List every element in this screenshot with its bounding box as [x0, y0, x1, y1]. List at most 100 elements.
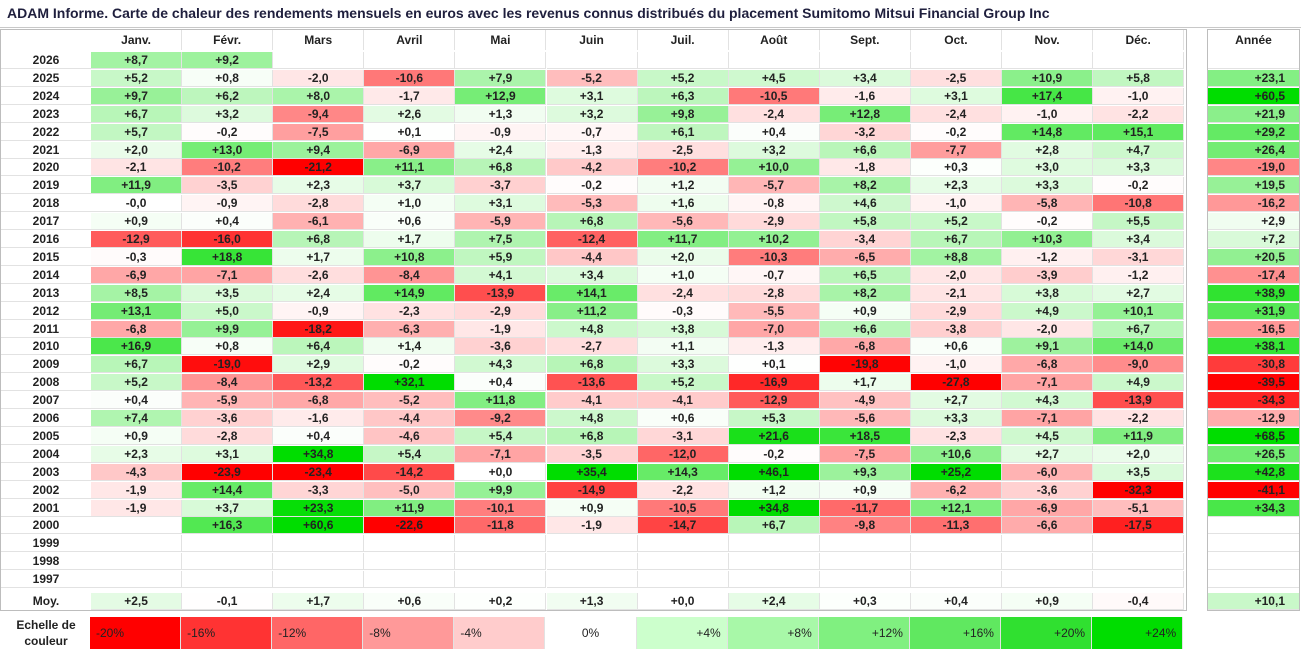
- heat-cell: +0,1: [364, 123, 456, 141]
- heat-cell: -10,6: [364, 69, 456, 87]
- heat-cell: -6,8: [273, 392, 365, 410]
- year-label: 2005: [1, 428, 91, 445]
- heat-cell: +0,8: [182, 69, 274, 87]
- heat-cell: -7,1: [1002, 410, 1094, 427]
- heat-cell: +2,3: [273, 177, 365, 195]
- heat-cell: -6,6: [1002, 517, 1094, 535]
- heat-cell: +3,3: [910, 410, 1002, 427]
- heat-cell: [910, 571, 1002, 589]
- year-label: 2009: [1, 356, 91, 374]
- heat-cell: +6,1: [637, 123, 729, 141]
- heat-cell: +4,8: [546, 320, 638, 338]
- heat-cell: +2,7: [910, 392, 1002, 410]
- year-label: 2026: [1, 52, 91, 69]
- heat-cell: +5,7: [91, 123, 183, 141]
- heat-cell: [546, 52, 638, 69]
- heat-cell: +0,4: [728, 123, 820, 141]
- heat-cell: -4,6: [364, 427, 456, 445]
- heat-cell: -0,2: [364, 356, 456, 374]
- heat-cell: +11,9: [1093, 427, 1185, 445]
- heat-cell: -2,3: [364, 302, 456, 320]
- annual-average-cell: +10,1: [1208, 593, 1299, 610]
- heat-cell: -22,6: [364, 517, 456, 535]
- heat-cell: [728, 52, 820, 69]
- heat-cell: +0,9: [819, 302, 911, 320]
- heat-cell: +0,6: [637, 410, 729, 427]
- year-label: 2014: [1, 267, 91, 284]
- heat-cell: -1,0: [910, 195, 1002, 213]
- annual-cell: [1208, 535, 1299, 553]
- heat-cell: +8,7: [91, 52, 183, 69]
- heat-cell: -9,4: [273, 105, 365, 123]
- heat-cell: +5,3: [728, 410, 820, 427]
- heat-cell: -2,8: [273, 195, 365, 213]
- heat-cell: +5,0: [182, 302, 274, 320]
- heat-cell: +9,4: [273, 141, 365, 159]
- heat-cell: -2,0: [910, 266, 1002, 284]
- year-label: 2002: [1, 482, 91, 499]
- scale-stop: -4%: [454, 617, 546, 649]
- heat-cell: +5,8: [819, 213, 911, 231]
- heat-cell: [364, 52, 456, 69]
- annual-cell: +21,9: [1208, 105, 1299, 123]
- year-label: 2021: [1, 142, 91, 159]
- month-header: Nov.: [1002, 30, 1094, 50]
- heat-cell: +0,9: [546, 499, 638, 517]
- heat-cell: -3,5: [546, 445, 638, 463]
- heat-cell: +6,8: [546, 427, 638, 445]
- heat-cell: -18,2: [273, 320, 365, 338]
- year-label: 2016: [1, 231, 91, 248]
- heat-cell: +3,1: [455, 195, 547, 213]
- heat-cell: -3,1: [1093, 248, 1185, 266]
- heat-cell: +3,2: [182, 105, 274, 123]
- heat-cell: +6,8: [455, 159, 547, 177]
- heat-cell: -2,9: [455, 302, 547, 320]
- heat-cell: +0,0: [455, 463, 547, 481]
- heat-cell: +0,3: [910, 159, 1002, 177]
- heat-cell: +4,1: [455, 266, 547, 284]
- heat-cell: +1,7: [819, 374, 911, 392]
- year-label: 2004: [1, 446, 91, 463]
- heat-cell: +5,2: [91, 69, 183, 87]
- heat-cell: -1,7: [364, 87, 456, 105]
- heat-cell: -14,2: [364, 463, 456, 481]
- heat-cell: +8,0: [273, 87, 365, 105]
- heat-cell: +18,5: [819, 427, 911, 445]
- heat-cell: -6,1: [273, 213, 365, 231]
- heat-cell: +3,8: [637, 320, 729, 338]
- annual-column: Année +23,1 +60,5 +21,9 +29,2 +26,4 -19,0 +19,5…: [1207, 29, 1300, 611]
- heat-cell: +3,4: [546, 266, 638, 284]
- heat-cell: -11,3: [910, 517, 1002, 535]
- heat-cell: +17,4: [1002, 87, 1094, 105]
- annual-cell: -39,5: [1208, 374, 1299, 392]
- heat-cell: -8,4: [182, 374, 274, 392]
- year-label: 1999: [1, 535, 91, 553]
- heat-cell: +0,8: [182, 338, 274, 356]
- month-header: Sept.: [820, 30, 911, 50]
- annual-cell: +31,9: [1208, 302, 1299, 320]
- annual-cell: +34,3: [1208, 499, 1299, 517]
- heat-cell: -0,8: [728, 195, 820, 213]
- year-label: 2023: [1, 106, 91, 123]
- heat-cell: +2,0: [637, 248, 729, 266]
- heat-cell: +2,3: [910, 177, 1002, 195]
- heat-cell: -2,7: [546, 338, 638, 356]
- heat-cell: +5,2: [910, 213, 1002, 231]
- heat-cell: +15,1: [1093, 123, 1185, 141]
- heat-cell: +4,6: [819, 195, 911, 213]
- heat-cell: -6,8: [819, 338, 911, 356]
- heat-cell: -0,2: [1093, 177, 1185, 195]
- heat-cell: -11,8: [455, 517, 547, 535]
- heat-cell: [91, 571, 183, 589]
- month-header: Févr.: [182, 30, 274, 50]
- heat-cell: -5,3: [546, 195, 638, 213]
- heat-cell: +4,5: [728, 69, 820, 87]
- average-cell: -0,1: [182, 593, 274, 610]
- heat-cell: -10,5: [637, 499, 729, 517]
- heat-cell: +0,9: [819, 481, 911, 499]
- heat-cell: -5,9: [455, 213, 547, 231]
- heat-cell: -3,8: [910, 320, 1002, 338]
- heat-cell: -10,8: [1093, 195, 1185, 213]
- year-label: 2019: [1, 177, 91, 195]
- average-cell: +0,2: [455, 593, 547, 610]
